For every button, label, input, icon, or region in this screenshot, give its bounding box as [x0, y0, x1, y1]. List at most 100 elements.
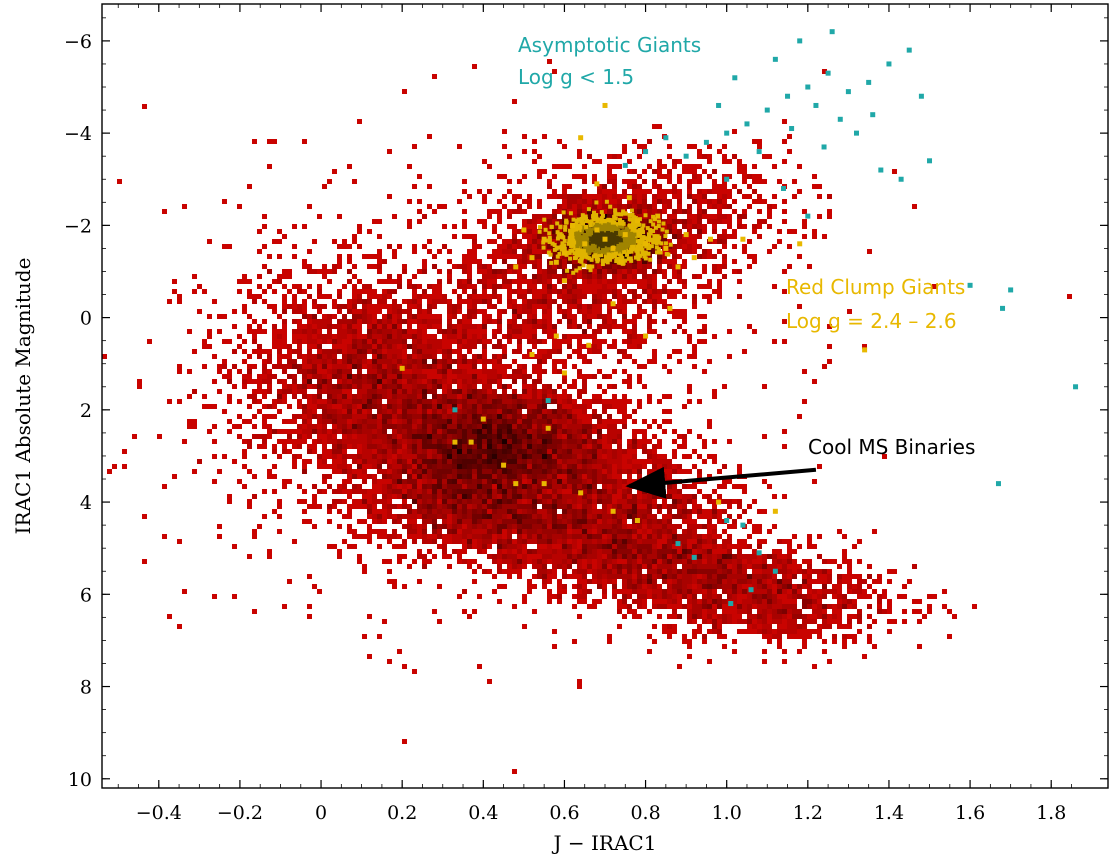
density-cell	[502, 554, 507, 559]
density-cell	[317, 504, 322, 509]
density-cell	[587, 504, 592, 509]
density-cell	[657, 164, 662, 169]
density-cell	[642, 449, 647, 454]
density-cell	[342, 304, 347, 309]
density-cell	[602, 534, 607, 539]
density-cell	[417, 319, 422, 324]
density-cell	[742, 559, 747, 564]
density-cell	[217, 314, 222, 319]
density-cell	[407, 359, 412, 364]
density-cell	[457, 299, 462, 304]
density-cell	[447, 534, 452, 539]
density-cell	[347, 389, 352, 394]
density-cell	[552, 549, 557, 554]
density-cell	[497, 299, 502, 304]
density-cell	[827, 574, 832, 579]
density-cell	[447, 409, 452, 414]
density-cell	[522, 424, 527, 429]
density-cell	[467, 514, 472, 519]
density-cell	[307, 359, 312, 364]
density-cell	[647, 489, 652, 494]
density-cell	[517, 534, 522, 539]
density-cell	[707, 574, 712, 579]
density-cell	[507, 239, 512, 244]
density-cell	[597, 489, 602, 494]
density-cell	[337, 549, 342, 554]
density-cell	[577, 599, 582, 604]
density-cell	[632, 344, 637, 349]
density-cell	[322, 434, 327, 439]
density-cell	[482, 504, 487, 509]
density-cell	[572, 479, 577, 484]
density-cell	[367, 329, 372, 334]
density-cell	[462, 524, 467, 529]
density-cell	[357, 339, 362, 344]
density-cell	[777, 614, 782, 619]
density-cell	[217, 469, 222, 474]
density-cell	[377, 454, 382, 459]
density-cell	[712, 579, 717, 584]
density-cell	[457, 424, 462, 429]
density-cell	[507, 189, 512, 194]
density-cell	[412, 429, 417, 434]
density-cell	[687, 164, 692, 169]
density-cell	[242, 359, 247, 364]
density-cell	[747, 629, 752, 634]
density-cell	[617, 569, 622, 574]
density-cell	[877, 609, 882, 614]
density-cell	[567, 509, 572, 514]
density-cell	[292, 429, 297, 434]
density-cell	[677, 324, 682, 329]
density-cell	[517, 439, 522, 444]
density-cell	[837, 604, 842, 609]
density-cell	[692, 539, 697, 544]
density-cell	[692, 519, 697, 524]
density-cell	[562, 434, 567, 439]
density-cell	[802, 574, 807, 579]
density-cell	[672, 194, 677, 199]
density-cell	[447, 474, 452, 479]
density-cell	[332, 469, 337, 474]
density-cell	[252, 399, 257, 404]
density-cell	[647, 649, 652, 654]
density-cell	[562, 284, 567, 289]
density-cell	[337, 339, 342, 344]
density-cell	[232, 349, 237, 354]
density-cell	[322, 474, 327, 479]
density-cell	[592, 414, 597, 419]
density-cell	[442, 474, 447, 479]
density-cell	[612, 589, 617, 594]
density-cell	[657, 199, 662, 204]
density-cell	[532, 414, 537, 419]
density-cell	[687, 169, 692, 174]
density-cell	[322, 404, 327, 409]
density-cell	[712, 289, 717, 294]
density-cell	[477, 399, 482, 404]
density-cell	[717, 544, 722, 549]
density-cell	[772, 589, 777, 594]
density-cell	[577, 584, 582, 589]
density-cell	[537, 409, 542, 414]
density-cell	[577, 424, 582, 429]
density-cell	[752, 529, 757, 534]
density-cell	[357, 289, 362, 294]
density-cell	[497, 494, 502, 499]
density-cell	[267, 429, 272, 434]
density-cell	[562, 334, 567, 339]
density-cell	[847, 634, 852, 639]
density-cell	[542, 424, 547, 429]
density-cell	[497, 584, 502, 589]
density-cell	[777, 629, 782, 634]
density-cell	[492, 364, 497, 369]
density-cell	[547, 514, 552, 519]
density-cell	[372, 429, 377, 434]
density-cell	[502, 394, 507, 399]
density-cell	[472, 509, 477, 514]
density-cell	[562, 494, 567, 499]
density-cell	[347, 254, 352, 259]
density-cell	[562, 589, 567, 594]
density-cell	[767, 584, 772, 589]
density-cell	[482, 509, 487, 514]
density-cell	[812, 229, 817, 234]
density-cell	[337, 309, 342, 314]
